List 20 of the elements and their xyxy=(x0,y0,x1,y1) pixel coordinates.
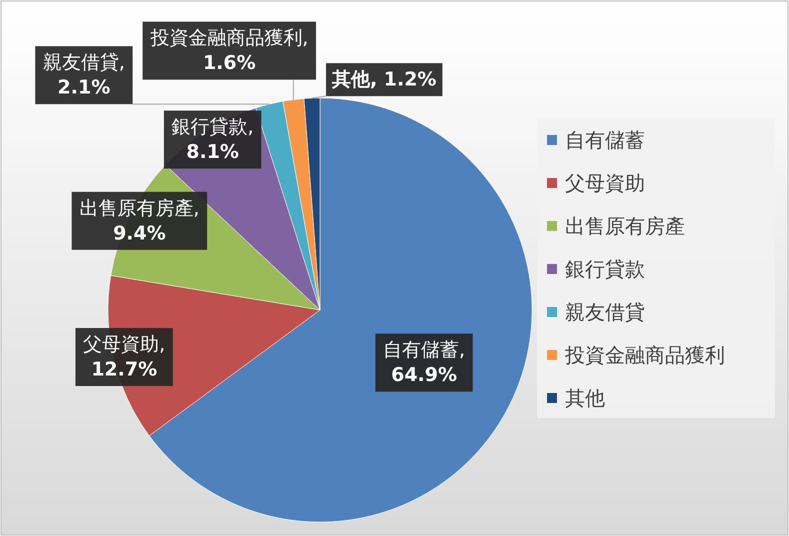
category-label: 父母資助, xyxy=(83,334,166,356)
category-label: 其他, 1.2% xyxy=(332,68,436,91)
legend-label: 其他 xyxy=(565,386,605,410)
slice-label: 自有儲蓄 xyxy=(565,128,645,152)
legend-label: 投資金融商品獲利 xyxy=(564,343,725,367)
text: 2.1% xyxy=(58,76,110,99)
text: 12.7% xyxy=(91,358,158,381)
text: 9.4% xyxy=(113,222,166,244)
text: 8.1% xyxy=(186,141,239,164)
category-label: 自有儲蓄, xyxy=(383,339,466,362)
category-label: 投資金融商品獲利, xyxy=(150,27,308,50)
legend-label: 親友借貸 xyxy=(565,300,645,324)
legend-label: 出售原有房產 xyxy=(565,214,685,238)
text: 1.6% xyxy=(202,52,256,74)
text: 64.9% xyxy=(391,364,458,386)
legend-label: 父母資助 xyxy=(565,171,645,195)
legend-label: 銀行貸款 xyxy=(565,257,645,281)
category-label: 出售原有房產, xyxy=(79,197,200,220)
category-label: 親友借貸, xyxy=(42,52,125,74)
category-label: 銀行貸款, xyxy=(172,116,254,138)
